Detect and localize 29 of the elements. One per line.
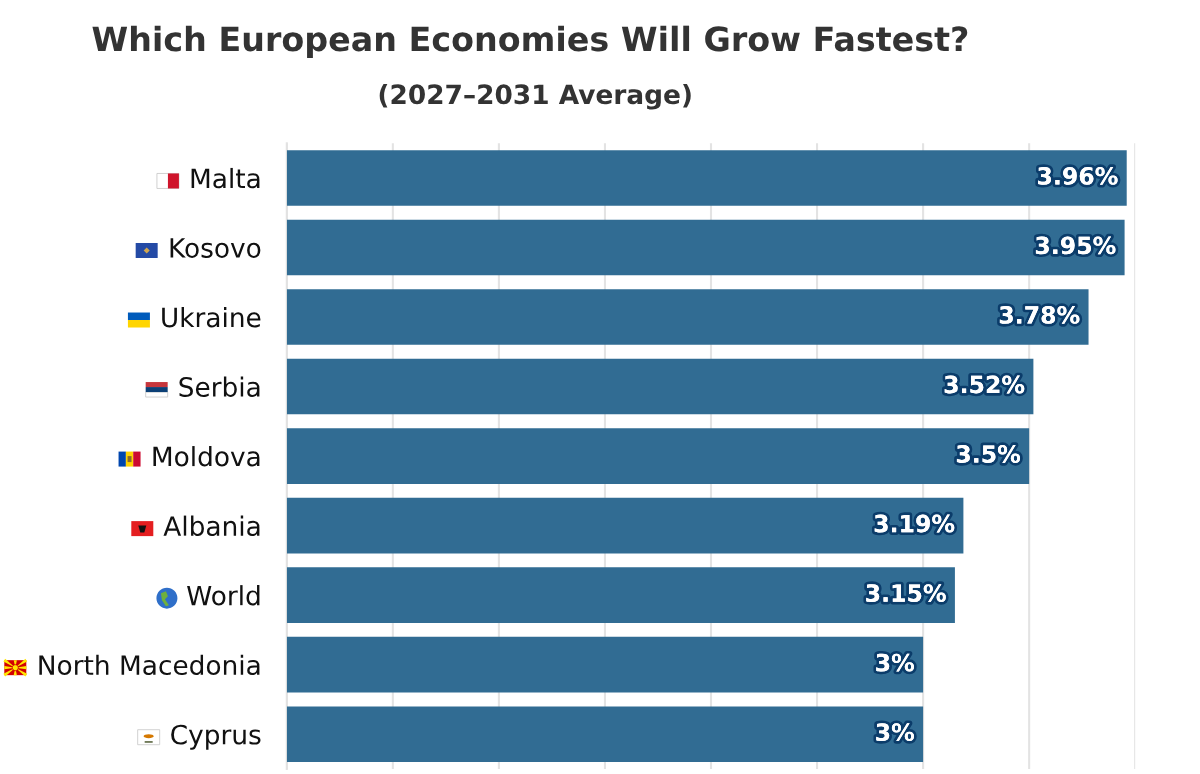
bar [286,289,1089,345]
data-label: 3.19% [874,514,955,533]
y-tick-label: Kosovo [170,238,261,258]
y-tick-label: Ukraine [162,306,261,328]
y-tick-label: Malta [191,167,260,189]
data-label: 3.78% [999,306,1080,324]
y-tick-label: Albania [163,515,260,537]
bar [286,358,1034,415]
data-label: 3.52% [944,375,1025,394]
chart-subtitle: (2027–2031 Average) [379,83,691,110]
y-tick-label: North Macedonia [39,654,260,676]
data-label: 3% [876,653,915,672]
data-label: 3.95% [1035,236,1116,255]
bar [286,706,924,763]
bar [286,497,964,554]
y-tick-label: Cyprus [171,724,261,750]
bar [286,219,1125,276]
bar [286,567,955,623]
y-tick-label: Serbia [179,376,260,397]
y-tick-label: World [187,585,260,606]
bar [286,636,924,693]
y-tick-label: Moldova [153,446,260,467]
chart-title: Which European Economies Will Grow Fastest? [92,25,968,58]
data-label: 3.5% [956,445,1021,463]
data-label: 3.15% [866,584,946,602]
bar [286,150,1127,206]
data-label: 3% [876,723,915,742]
data-label: 3.96% [1038,166,1118,185]
bar [286,428,1030,484]
